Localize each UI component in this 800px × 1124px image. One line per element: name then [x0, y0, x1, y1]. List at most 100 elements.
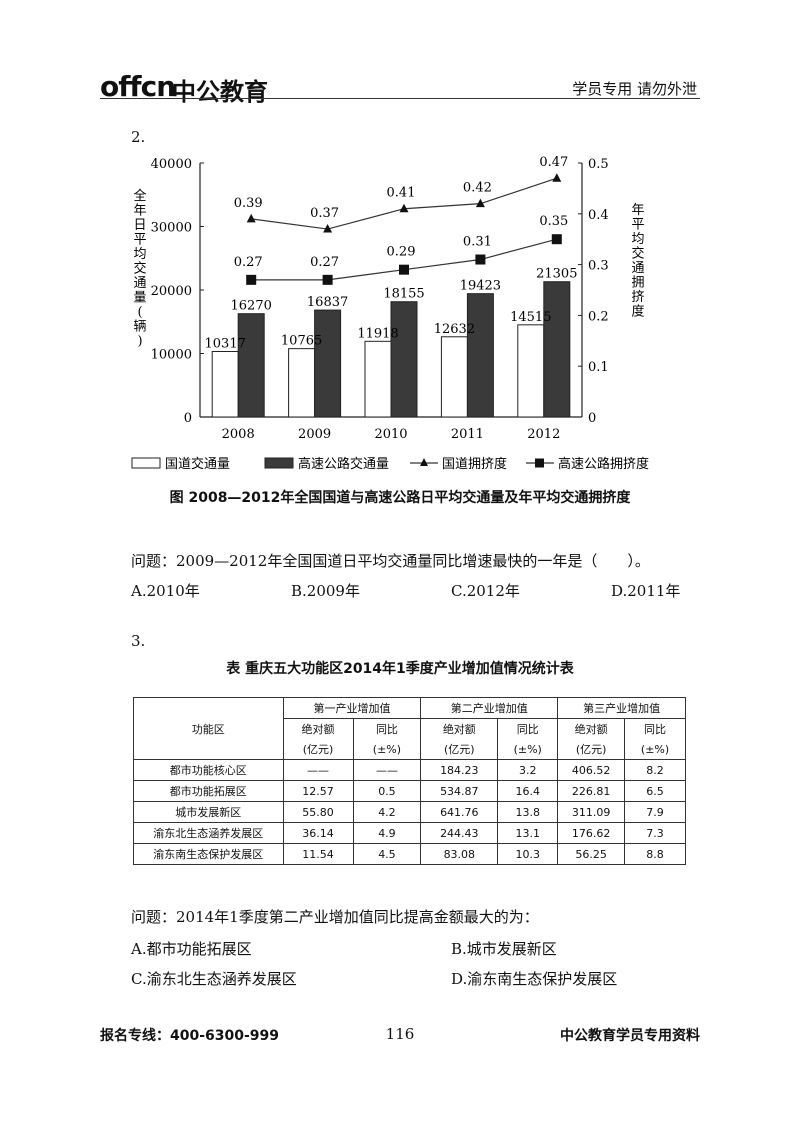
legend-swatch-national-road — [131, 457, 161, 469]
bar-value-label: 14515 — [510, 310, 551, 325]
question-3-option-a: A.都市功能拓展区 — [131, 940, 252, 958]
table-cell: 7.3 — [624, 822, 686, 844]
legend-triangle-marker — [420, 458, 428, 466]
table-cell: —— — [282, 759, 354, 781]
table-group-header: 第三产业增加值 — [557, 697, 686, 719]
chart-caption: 图 2008—2012年全国国道与高速公路日平均交通量及年平均交通拥挤度 — [169, 490, 631, 506]
bar-expressway — [314, 309, 342, 418]
y2-tick-label: 0.2 — [588, 309, 609, 324]
y-axis-title: 全年日平均交通量(辆) — [133, 188, 146, 349]
legend-label: 国道拥挤度 — [442, 456, 507, 472]
page-number: 116 — [385, 1025, 415, 1043]
table-row: 渝东北生态涵养发展区 36.14 4.9 244.43 13.1 176.62 … — [133, 822, 686, 844]
question-3-text: 问题：2014年1季度第二产业增加值同比提高金额最大的为： — [131, 908, 539, 926]
line-value-label: 0.27 — [234, 255, 263, 270]
table-cell: 311.09 — [557, 801, 626, 823]
footer-hotline: 报名专线：400-6300-999 — [100, 1028, 280, 1044]
question-3-number: 3. — [131, 632, 146, 650]
table-group-header: 第一产业增加值 — [282, 697, 422, 719]
question-2-option-d: D.2011年 — [611, 582, 681, 600]
x-tick-label: 2008 — [222, 427, 255, 442]
table-corner-header: 功能区 — [133, 697, 284, 760]
bar-national-road — [517, 324, 545, 418]
table-cell: 6.5 — [624, 780, 686, 802]
square-marker — [551, 234, 562, 245]
y2-tick-label: 0.5 — [588, 157, 609, 172]
table-subheader: 同比 — [624, 718, 686, 739]
y2-tick-label: 0.3 — [588, 259, 609, 274]
bar-national-road — [364, 340, 392, 418]
table-cell: 0.5 — [352, 780, 422, 802]
bar-value-label: 19423 — [460, 279, 501, 294]
question-2-text: 问题：2009—2012年全国国道日平均交通量同比增速最快的一年是（ ）。 — [131, 552, 650, 570]
bar-value-label: 10317 — [205, 336, 246, 351]
x-tick-label: 2009 — [298, 427, 331, 442]
triangle-marker — [552, 173, 562, 182]
x-tick-label: 2011 — [451, 427, 484, 442]
table-cell: 83.08 — [420, 843, 499, 865]
table-cell: 12.57 — [282, 780, 354, 802]
table-cell: 8.8 — [624, 843, 686, 865]
y2-tick-label: 0 — [588, 411, 596, 426]
question-2-option-a: A.2010年 — [131, 582, 200, 600]
brand-name: 中公教育 — [172, 78, 268, 106]
table-cell: 4.5 — [352, 843, 422, 865]
table-unit: (±%) — [624, 739, 686, 760]
table-cell: 55.80 — [282, 801, 354, 823]
square-marker — [399, 264, 409, 275]
line-value-label: 0.42 — [463, 181, 492, 196]
table-cell: 3.2 — [497, 759, 559, 781]
bar-expressway — [390, 301, 418, 418]
bar-value-label: 12632 — [434, 322, 475, 337]
bar-national-road — [440, 336, 468, 418]
table-cell: 13.8 — [497, 801, 559, 823]
bar-value-label: 11918 — [357, 326, 398, 341]
question-2-option-b: B.2009年 — [291, 582, 360, 600]
offcn-logo: offcn — [100, 70, 176, 103]
y-tick-label: 0 — [184, 411, 192, 426]
square-marker — [322, 274, 333, 285]
table-row: 都市功能核心区 —— —— 184.23 3.2 406.52 8.2 — [133, 759, 686, 781]
stats-table: 功能区 第一产业增加值 第二产业增加值 第三产业增加值 绝对额 同比 绝对额 同… — [133, 697, 686, 865]
header-divider — [100, 98, 700, 99]
line-value-label: 0.35 — [539, 214, 568, 229]
question-3-option-b: B.城市发展新区 — [451, 940, 557, 958]
y-tick-label: 10000 — [151, 348, 192, 363]
row-label: 城市发展新区 — [133, 801, 284, 823]
bar-value-label: 16837 — [307, 295, 348, 310]
y-tick-label: 40000 — [151, 157, 192, 172]
traffic-chart: 0 10000 20000 30000 40000 0 0.1 0.2 0.3 0.4 0.5 全年日… — [131, 155, 649, 472]
bar-value-label: 16270 — [231, 299, 272, 314]
row-label: 渝东南生态保护发展区 — [133, 843, 284, 865]
question-3-option-c: C.渝东北生态涵养发展区 — [131, 970, 297, 988]
table-group-header: 第二产业增加值 — [420, 697, 559, 719]
table-unit: (±%) — [497, 739, 559, 760]
legend-label: 高速公路交通量 — [298, 456, 389, 472]
table-cell: 641.76 — [420, 801, 499, 823]
triangle-marker — [399, 203, 409, 213]
square-marker — [246, 274, 257, 285]
table-cell: 36.14 — [282, 822, 354, 844]
legend-label: 国道交通量 — [165, 456, 230, 472]
table-unit: (亿元) — [282, 739, 354, 760]
line-value-label: 0.39 — [234, 196, 263, 211]
row-label: 都市功能核心区 — [133, 759, 284, 781]
table-subheader: 绝对额 — [282, 718, 354, 739]
table-unit: (±%) — [352, 739, 422, 760]
legend-label: 高速公路拥挤度 — [558, 456, 649, 472]
table-cell: 11.54 — [282, 843, 354, 865]
table-cell: 4.9 — [352, 822, 422, 844]
legend-swatch-expressway — [264, 457, 294, 469]
table-cell: 10.3 — [497, 843, 559, 865]
table-subheader: 绝对额 — [420, 718, 499, 739]
table-cell: 226.81 — [557, 780, 626, 802]
table-cell: 4.2 — [352, 801, 422, 823]
line-value-label: 0.27 — [310, 255, 339, 270]
table-unit: (亿元) — [557, 739, 626, 760]
bar-expressway — [466, 293, 494, 418]
table-row: 城市发展新区 55.80 4.2 641.76 13.8 311.09 7.9 — [133, 801, 686, 823]
bar-value-label: 10765 — [281, 334, 322, 349]
table-caption: 表 重庆五大功能区2014年1季度产业增加值情况统计表 — [226, 661, 574, 677]
line-value-label: 0.31 — [463, 235, 492, 250]
table-cell: —— — [352, 759, 422, 781]
